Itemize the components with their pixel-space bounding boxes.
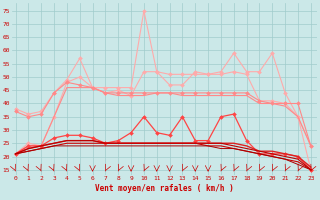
X-axis label: Vent moyen/en rafales ( km/h ): Vent moyen/en rafales ( km/h ) <box>95 184 234 193</box>
